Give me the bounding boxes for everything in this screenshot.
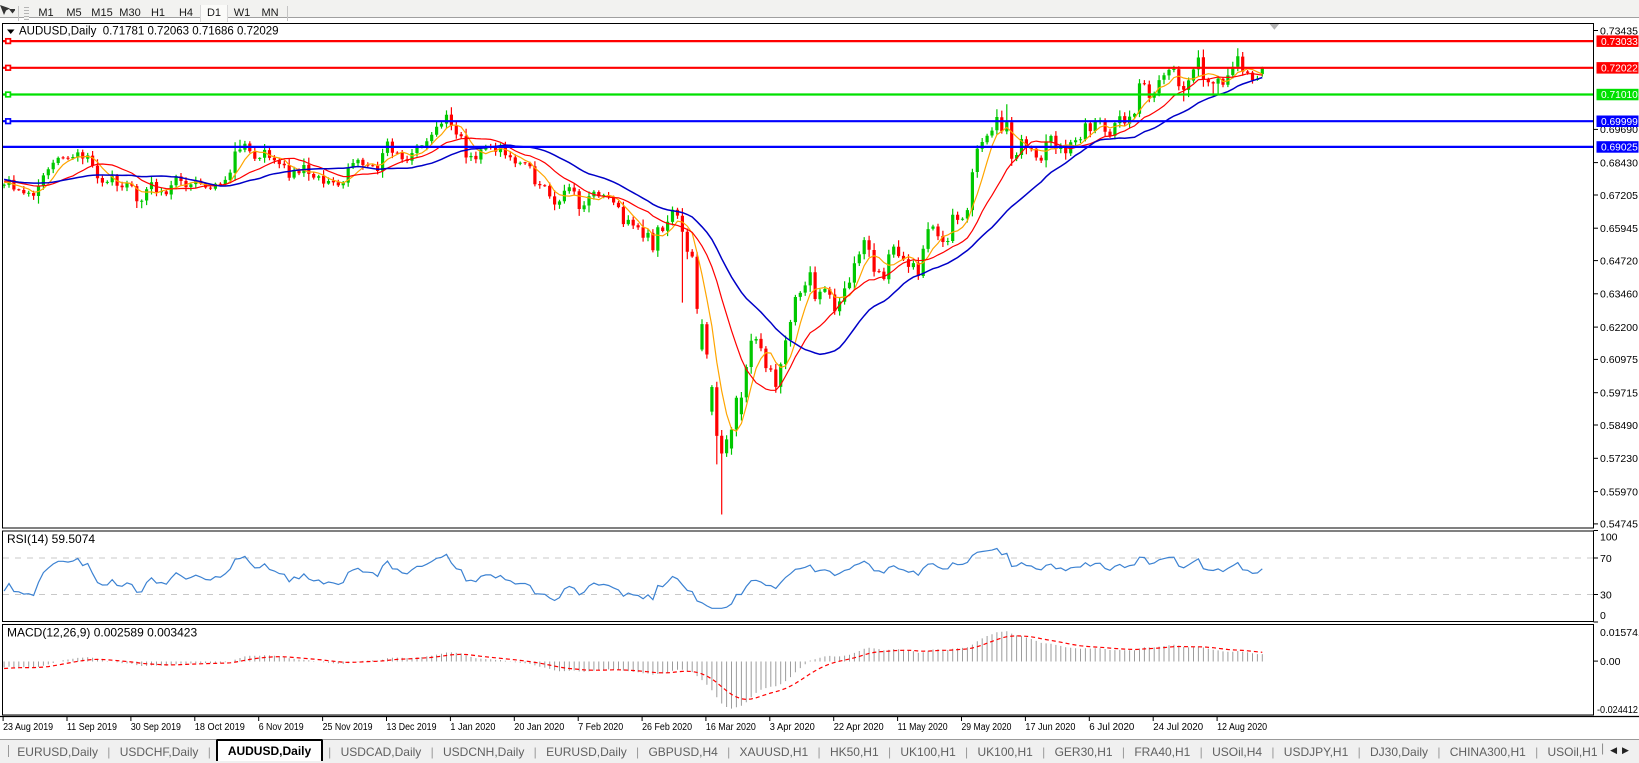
- svg-text:0.72022: 0.72022: [1601, 64, 1638, 75]
- svg-text:0: 0: [1600, 610, 1606, 622]
- svg-text:30: 30: [1600, 589, 1612, 601]
- svg-text:17 Jun 2020: 17 Jun 2020: [1025, 722, 1075, 733]
- svg-text:0.60975: 0.60975: [1600, 354, 1638, 366]
- svg-text:-0.024412: -0.024412: [1597, 704, 1638, 716]
- svg-text:0.58490: 0.58490: [1600, 420, 1638, 432]
- svg-text:3 Apr 2020: 3 Apr 2020: [770, 722, 815, 733]
- svg-text:20 Jan 2020: 20 Jan 2020: [514, 722, 564, 733]
- svg-text:13 Dec 2019: 13 Dec 2019: [387, 722, 437, 733]
- svg-text:18 Oct 2019: 18 Oct 2019: [195, 722, 245, 733]
- svg-text:0.67205: 0.67205: [1600, 190, 1638, 202]
- svg-text:0.69690: 0.69690: [1600, 124, 1638, 136]
- svg-text:7 Feb 2020: 7 Feb 2020: [578, 722, 623, 733]
- svg-text:RSI(14) 59.5074: RSI(14) 59.5074: [7, 532, 95, 546]
- svg-text:6 Jul 2020: 6 Jul 2020: [1089, 722, 1134, 733]
- svg-text:11 Sep 2019: 11 Sep 2019: [67, 722, 117, 733]
- svg-text:0.59715: 0.59715: [1600, 388, 1638, 400]
- svg-text:MACD(12,26,9) 0.002589 0.00342: MACD(12,26,9) 0.002589 0.003423: [7, 626, 197, 640]
- svg-text:29 May 2020: 29 May 2020: [962, 722, 1012, 733]
- svg-text:0.57230: 0.57230: [1600, 453, 1638, 465]
- svg-text:70: 70: [1600, 553, 1612, 565]
- svg-text:24 Jul 2020: 24 Jul 2020: [1153, 722, 1203, 733]
- svg-text:AUDUSD,Daily 0.71781 0.72063: AUDUSD,Daily 0.71781 0.72063 0.71686 0.7…: [19, 26, 279, 38]
- svg-text:22 Apr 2020: 22 Apr 2020: [834, 722, 884, 733]
- svg-text:25 Nov 2019: 25 Nov 2019: [323, 722, 373, 733]
- svg-text:0.64720: 0.64720: [1600, 255, 1638, 267]
- svg-text:0.69025: 0.69025: [1601, 143, 1638, 154]
- svg-text:0.71010: 0.71010: [1601, 90, 1638, 101]
- svg-text:0.63460: 0.63460: [1600, 289, 1638, 301]
- svg-text:0.015741: 0.015741: [1600, 627, 1639, 639]
- svg-text:0.73033: 0.73033: [1601, 37, 1638, 48]
- svg-text:0.55970: 0.55970: [1600, 486, 1638, 498]
- svg-text:12 Aug 2020: 12 Aug 2020: [1217, 722, 1267, 733]
- svg-text:0.62200: 0.62200: [1600, 322, 1638, 334]
- svg-text:11 May 2020: 11 May 2020: [898, 722, 948, 733]
- svg-text:0.65945: 0.65945: [1600, 223, 1638, 235]
- svg-text:1 Jan 2020: 1 Jan 2020: [450, 722, 495, 733]
- svg-text:30 Sep 2019: 30 Sep 2019: [131, 722, 181, 733]
- svg-text:26 Feb 2020: 26 Feb 2020: [642, 722, 692, 733]
- svg-text:23 Aug 2019: 23 Aug 2019: [3, 722, 53, 733]
- svg-text:0.69999: 0.69999: [1601, 117, 1638, 128]
- svg-text:0.73435: 0.73435: [1600, 25, 1638, 37]
- svg-text:6 Nov 2019: 6 Nov 2019: [259, 722, 304, 733]
- svg-text:0.54745: 0.54745: [1600, 519, 1638, 531]
- svg-text:16 Mar 2020: 16 Mar 2020: [706, 722, 756, 733]
- svg-text:0.68430: 0.68430: [1600, 157, 1638, 169]
- svg-text:100: 100: [1600, 532, 1618, 544]
- svg-text:0.00: 0.00: [1600, 656, 1621, 668]
